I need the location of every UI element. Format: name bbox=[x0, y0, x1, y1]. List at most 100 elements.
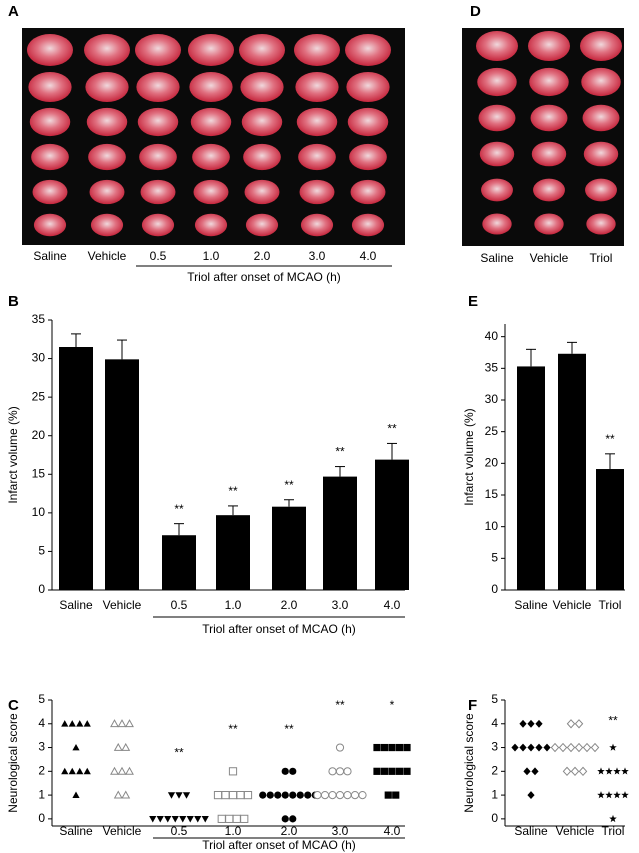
dot bbox=[511, 743, 519, 752]
dot bbox=[76, 720, 84, 727]
dot bbox=[328, 790, 337, 800]
dot bbox=[289, 791, 297, 799]
dot bbox=[558, 742, 568, 753]
column-label: Saline bbox=[480, 251, 514, 265]
bar bbox=[596, 469, 624, 590]
y-tick-label: 1 bbox=[38, 787, 45, 801]
brain-slice bbox=[351, 213, 385, 237]
brain-slice bbox=[345, 34, 391, 66]
y-axis-label: Neurological score bbox=[6, 713, 20, 813]
y-tick-label: 20 bbox=[32, 428, 46, 442]
brain-slice bbox=[478, 104, 516, 132]
dot bbox=[113, 790, 123, 799]
dot bbox=[175, 792, 183, 799]
dot bbox=[313, 790, 322, 800]
significance: ** bbox=[608, 714, 618, 728]
brain-slice bbox=[586, 213, 616, 235]
brain-slice bbox=[192, 143, 230, 171]
y-tick-label: 30 bbox=[485, 392, 499, 406]
dot bbox=[281, 791, 289, 799]
dot bbox=[179, 815, 187, 823]
brain-slice bbox=[529, 67, 569, 97]
dot bbox=[597, 791, 605, 799]
dot bbox=[395, 767, 404, 775]
dot bbox=[395, 743, 404, 752]
dot bbox=[550, 742, 560, 753]
dot bbox=[217, 814, 226, 823]
dot bbox=[531, 767, 539, 776]
dot bbox=[274, 791, 282, 799]
dot bbox=[110, 719, 119, 728]
significance: ** bbox=[605, 432, 615, 446]
dot bbox=[243, 790, 253, 800]
dot bbox=[61, 720, 69, 727]
dot bbox=[149, 815, 157, 823]
panel-label: D bbox=[470, 3, 481, 20]
brain-slice bbox=[244, 179, 280, 205]
dot bbox=[350, 790, 360, 800]
brain-slice bbox=[33, 213, 67, 237]
y-axis-label: Infarct volume (%) bbox=[6, 406, 20, 503]
x-tick-label: 3.0 bbox=[332, 824, 349, 838]
bar bbox=[323, 476, 357, 590]
x-tick-label: Vehicle bbox=[556, 824, 595, 838]
bar bbox=[558, 353, 586, 590]
column-label: 3.0 bbox=[309, 249, 326, 263]
brain-slice bbox=[239, 34, 285, 66]
significance: ** bbox=[174, 502, 184, 516]
x-tick-label: 1.0 bbox=[225, 824, 242, 838]
brain-slice bbox=[135, 34, 181, 66]
bar bbox=[375, 459, 409, 590]
y-tick-label: 0 bbox=[38, 811, 45, 825]
dot bbox=[392, 791, 400, 799]
x-tick-label: Vehicle bbox=[103, 824, 142, 838]
dot bbox=[186, 815, 194, 823]
dot bbox=[380, 743, 389, 752]
dot bbox=[519, 719, 527, 728]
brain-slice bbox=[585, 178, 617, 202]
dot bbox=[240, 814, 249, 823]
brain-slice bbox=[294, 34, 340, 66]
brain-slice bbox=[300, 213, 334, 237]
dot bbox=[117, 766, 127, 775]
y-axis-label: Neurological score bbox=[462, 713, 476, 813]
dot bbox=[358, 790, 367, 800]
brain-slice bbox=[139, 143, 177, 171]
dot bbox=[121, 790, 131, 799]
y-tick-label: 20 bbox=[485, 456, 499, 470]
brain-slice bbox=[245, 213, 279, 237]
brain-slice bbox=[193, 179, 229, 205]
y-tick-label: 30 bbox=[32, 351, 46, 365]
dot bbox=[266, 791, 274, 799]
x-tick-label: Saline bbox=[59, 824, 93, 838]
x-tick-label: Triol bbox=[599, 598, 622, 612]
x-tick-label: 2.0 bbox=[281, 598, 298, 612]
x-tick-label: 0.5 bbox=[171, 598, 188, 612]
dot bbox=[117, 719, 127, 728]
column-label: 2.0 bbox=[254, 249, 271, 263]
brain-slice bbox=[86, 107, 128, 137]
x-tick-label: 1.0 bbox=[225, 598, 242, 612]
x-tick-label: Saline bbox=[514, 824, 548, 838]
y-tick-label: 2 bbox=[491, 763, 498, 777]
x-tick-label: Triol bbox=[602, 824, 625, 838]
brain-slice bbox=[531, 141, 567, 167]
x-tick-label: Vehicle bbox=[553, 598, 592, 612]
dot bbox=[328, 767, 337, 776]
brain-slice bbox=[479, 141, 515, 167]
dot bbox=[68, 720, 76, 727]
brain-slice bbox=[90, 213, 124, 237]
brain-slice bbox=[136, 71, 180, 103]
brain-slice bbox=[295, 71, 339, 103]
dot bbox=[523, 767, 531, 776]
dot bbox=[83, 720, 91, 727]
dot bbox=[605, 791, 613, 799]
y-tick-label: 0 bbox=[491, 582, 498, 596]
x-tick-label: 3.0 bbox=[332, 598, 349, 612]
brain-slice bbox=[530, 104, 568, 132]
brain-slice bbox=[32, 179, 68, 205]
dot bbox=[613, 767, 621, 775]
brain-slice bbox=[296, 107, 338, 137]
y-tick-label: 5 bbox=[38, 544, 45, 558]
